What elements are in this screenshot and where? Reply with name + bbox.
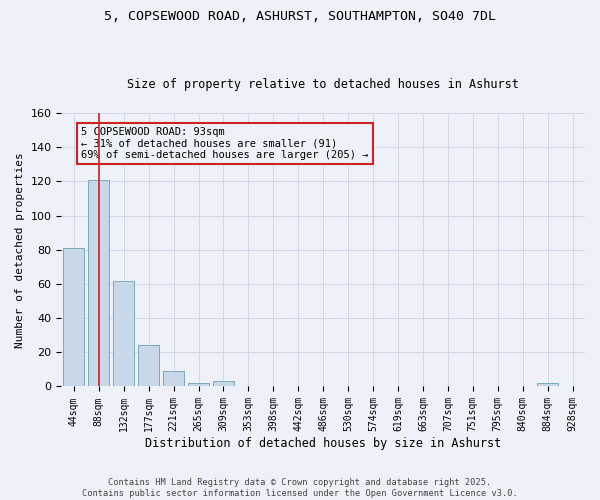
Text: 5, COPSEWOOD ROAD, ASHURST, SOUTHAMPTON, SO40 7DL: 5, COPSEWOOD ROAD, ASHURST, SOUTHAMPTON,… [104,10,496,23]
Bar [163,371,184,386]
Y-axis label: Number of detached properties: Number of detached properties [15,152,25,348]
Bar [537,383,558,386]
Bar [213,382,234,386]
Text: 5 COPSEWOOD ROAD: 93sqm
← 31% of detached houses are smaller (91)
69% of semi-de: 5 COPSEWOOD ROAD: 93sqm ← 31% of detache… [81,126,368,160]
Bar [63,248,85,386]
Bar [88,180,109,386]
Title: Size of property relative to detached houses in Ashurst: Size of property relative to detached ho… [127,78,519,91]
Bar [113,280,134,386]
X-axis label: Distribution of detached houses by size in Ashurst: Distribution of detached houses by size … [145,437,502,450]
Text: Contains HM Land Registry data © Crown copyright and database right 2025.
Contai: Contains HM Land Registry data © Crown c… [82,478,518,498]
Bar [138,346,159,387]
Bar [188,383,209,386]
